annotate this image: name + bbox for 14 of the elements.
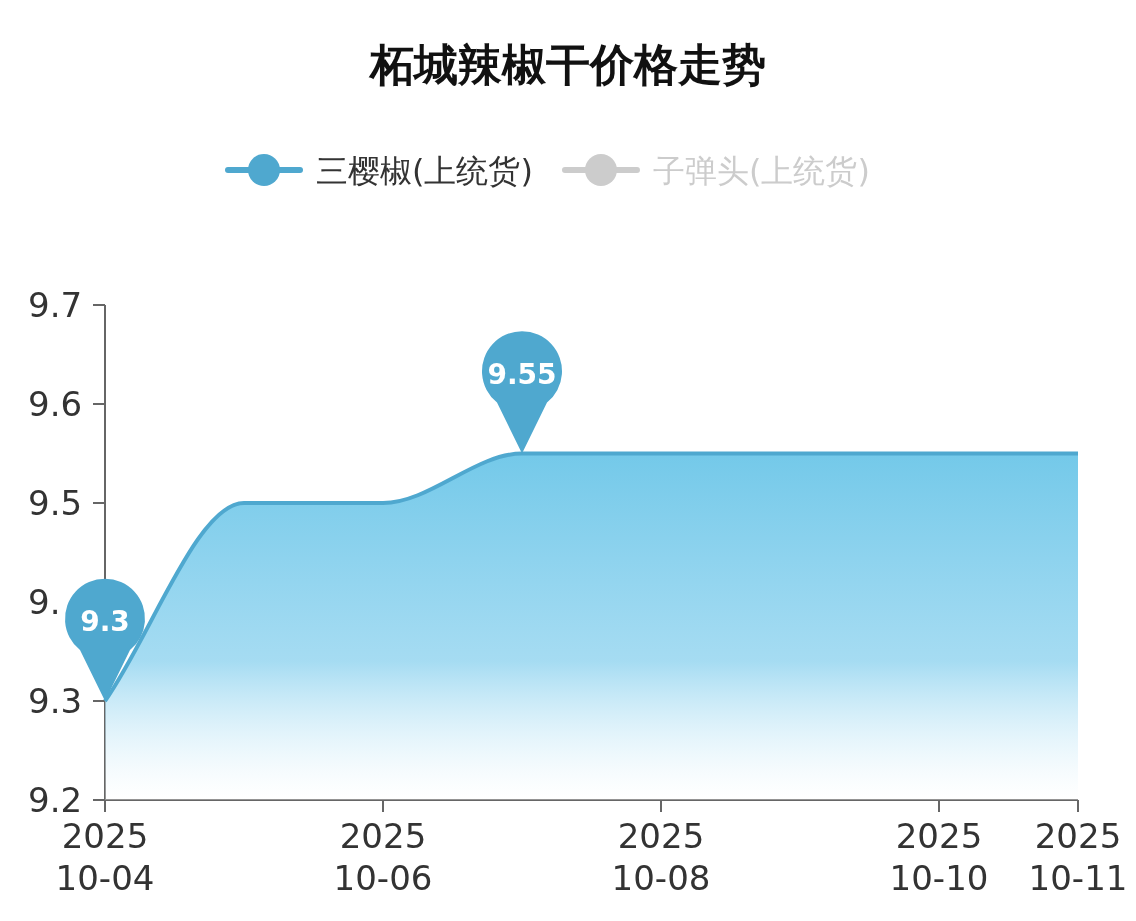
annotation: 9.55 (482, 331, 562, 454)
x-tick-label: 2025 10-10 (889, 816, 989, 898)
annotation: 9.55 (487, 357, 557, 391)
y-tick-label: 9. (28, 582, 61, 622)
legend-item: 三樱椒(上统货) (225, 152, 533, 190)
y-tick-label: 9.5 (28, 483, 83, 523)
annotation: 9.3 (80, 605, 130, 638)
x-tick-label: 2025 10-08 (611, 816, 711, 898)
x-tick-label: 2025 10-06 (333, 816, 433, 898)
chart-title: 柘城辣椒干价格走势 (368, 39, 766, 90)
y-tick-label: 9.7 (28, 285, 83, 325)
y-tick-label: 9.6 (28, 384, 83, 424)
x-tick-label: 2025 10-11 (1028, 816, 1128, 898)
legend-label: 三樱椒(上统货) (316, 152, 533, 190)
